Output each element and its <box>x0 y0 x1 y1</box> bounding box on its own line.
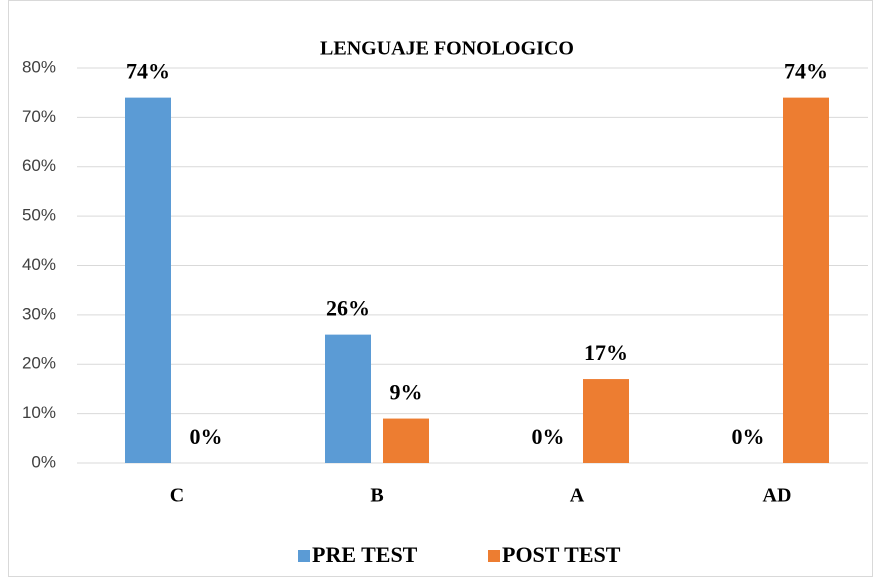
y-tick-label: 70% <box>22 107 56 126</box>
legend-swatch <box>488 550 500 562</box>
x-tick-label: AD <box>763 485 792 507</box>
data-label: 0% <box>732 424 765 449</box>
data-label: 26% <box>326 296 370 321</box>
legend-label: PRE TEST <box>312 542 418 567</box>
y-tick-label: 30% <box>22 304 56 323</box>
bar <box>125 97 171 463</box>
y-tick-label: 10% <box>22 403 56 422</box>
data-label: 0% <box>532 424 565 449</box>
y-tick-label: 60% <box>22 156 56 175</box>
data-label: 9% <box>390 380 423 405</box>
bar <box>783 97 829 463</box>
bar <box>583 379 629 463</box>
y-tick-label: 0% <box>31 452 56 471</box>
data-label: 74% <box>784 59 828 84</box>
chart-title: LENGUAJE FONOLOGICO <box>320 38 574 60</box>
data-label: 17% <box>584 340 628 365</box>
legend-label: POST TEST <box>502 542 621 567</box>
x-tick-label: A <box>570 485 585 507</box>
data-label: 0% <box>190 424 223 449</box>
y-tick-label: 80% <box>22 57 56 76</box>
x-tick-label: B <box>370 485 383 507</box>
legend-swatch <box>298 550 310 562</box>
y-tick-label: 50% <box>22 206 56 225</box>
bar <box>383 418 429 463</box>
y-tick-label: 20% <box>22 354 56 373</box>
y-tick-label: 40% <box>22 255 56 274</box>
data-label: 74% <box>126 59 170 84</box>
bar <box>325 334 371 463</box>
x-tick-label: C <box>170 485 184 507</box>
